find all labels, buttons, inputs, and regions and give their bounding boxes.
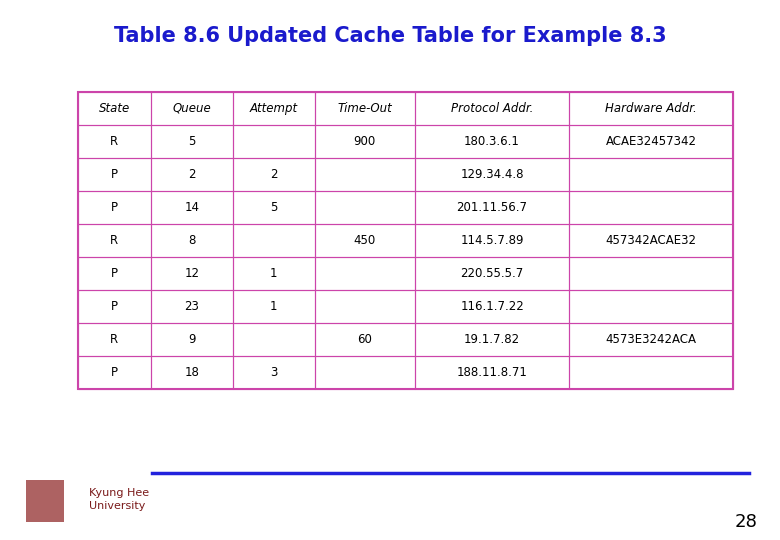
Text: State: State	[99, 102, 130, 115]
Bar	[78, 257, 151, 290]
Text: 19.1.7.82: 19.1.7.82	[464, 333, 520, 346]
Bar	[569, 125, 733, 158]
Bar	[232, 356, 314, 389]
Text: 23: 23	[184, 300, 199, 313]
Text: R: R	[110, 135, 119, 148]
Text: 3: 3	[270, 366, 278, 379]
Bar	[78, 92, 151, 125]
Bar	[415, 356, 569, 389]
Bar	[232, 290, 314, 323]
Bar	[314, 290, 415, 323]
Bar	[151, 224, 232, 257]
Text: 180.3.6.1: 180.3.6.1	[464, 135, 520, 148]
Bar	[151, 92, 232, 125]
Bar	[151, 290, 232, 323]
Bar	[232, 323, 314, 356]
Bar	[569, 356, 733, 389]
Bar	[415, 125, 569, 158]
Text: 201.11.56.7: 201.11.56.7	[456, 201, 527, 214]
Text: P: P	[111, 168, 118, 181]
Bar	[314, 224, 415, 257]
Bar	[314, 158, 415, 191]
Text: R: R	[110, 333, 119, 346]
Text: 4573E3242ACA: 4573E3242ACA	[606, 333, 697, 346]
Text: P: P	[111, 201, 118, 214]
Text: ACAE32457342: ACAE32457342	[606, 135, 697, 148]
Text: 8: 8	[188, 234, 196, 247]
Text: Table 8.6 Updated Cache Table for Example 8.3: Table 8.6 Updated Cache Table for Exampl…	[114, 26, 666, 46]
Bar	[78, 290, 151, 323]
Bar	[151, 323, 232, 356]
Bar	[569, 290, 733, 323]
Bar	[314, 323, 415, 356]
Bar	[232, 92, 314, 125]
Bar	[314, 92, 415, 125]
Text: 220.55.5.7: 220.55.5.7	[460, 267, 523, 280]
Bar	[232, 158, 314, 191]
Text: 450: 450	[353, 234, 376, 247]
Text: 1: 1	[270, 267, 278, 280]
Text: 5: 5	[270, 201, 278, 214]
Bar	[415, 92, 569, 125]
Bar	[569, 224, 733, 257]
Bar	[151, 125, 232, 158]
Bar	[415, 290, 569, 323]
Text: 9: 9	[188, 333, 196, 346]
Text: 1: 1	[270, 300, 278, 313]
Text: 18: 18	[184, 366, 199, 379]
Text: 14: 14	[184, 201, 199, 214]
Text: 12: 12	[184, 267, 199, 280]
Text: 129.34.4.8: 129.34.4.8	[460, 168, 524, 181]
Text: P: P	[111, 300, 118, 313]
Bar	[415, 257, 569, 290]
Bar	[151, 257, 232, 290]
Bar	[569, 257, 733, 290]
Bar	[569, 92, 733, 125]
Text: 2: 2	[270, 168, 278, 181]
Bar	[78, 158, 151, 191]
Text: R: R	[110, 234, 119, 247]
Bar	[314, 257, 415, 290]
Bar	[78, 323, 151, 356]
Bar	[415, 224, 569, 257]
Text: 60: 60	[357, 333, 372, 346]
Bar	[569, 158, 733, 191]
Text: 457342ACAE32: 457342ACAE32	[606, 234, 697, 247]
Bar	[415, 158, 569, 191]
Text: Time-Out: Time-Out	[337, 102, 392, 115]
Text: 188.11.8.71: 188.11.8.71	[456, 366, 527, 379]
Bar	[232, 224, 314, 257]
Text: Queue: Queue	[172, 102, 211, 115]
Bar	[78, 125, 151, 158]
Bar	[415, 323, 569, 356]
Bar	[151, 356, 232, 389]
Text: 900: 900	[353, 135, 376, 148]
Bar	[78, 356, 151, 389]
Bar	[151, 191, 232, 224]
Text: 2: 2	[188, 168, 196, 181]
Bar	[78, 191, 151, 224]
Text: 114.5.7.89: 114.5.7.89	[460, 234, 524, 247]
Bar	[569, 323, 733, 356]
Text: 116.1.7.22: 116.1.7.22	[460, 300, 524, 313]
Text: Attempt: Attempt	[250, 102, 298, 115]
Bar	[232, 257, 314, 290]
Text: P: P	[111, 267, 118, 280]
Text: Kyung Hee
University: Kyung Hee University	[89, 488, 149, 511]
Bar	[314, 125, 415, 158]
Bar	[78, 224, 151, 257]
Bar	[232, 125, 314, 158]
Text: Protocol Addr.: Protocol Addr.	[451, 102, 534, 115]
Bar	[314, 356, 415, 389]
Bar	[415, 191, 569, 224]
Text: Hardware Addr.: Hardware Addr.	[605, 102, 697, 115]
Bar	[151, 158, 232, 191]
Text: 5: 5	[188, 135, 196, 148]
Bar	[569, 191, 733, 224]
Bar	[314, 191, 415, 224]
Text: 28: 28	[735, 512, 757, 531]
Bar	[232, 191, 314, 224]
Text: P: P	[111, 366, 118, 379]
